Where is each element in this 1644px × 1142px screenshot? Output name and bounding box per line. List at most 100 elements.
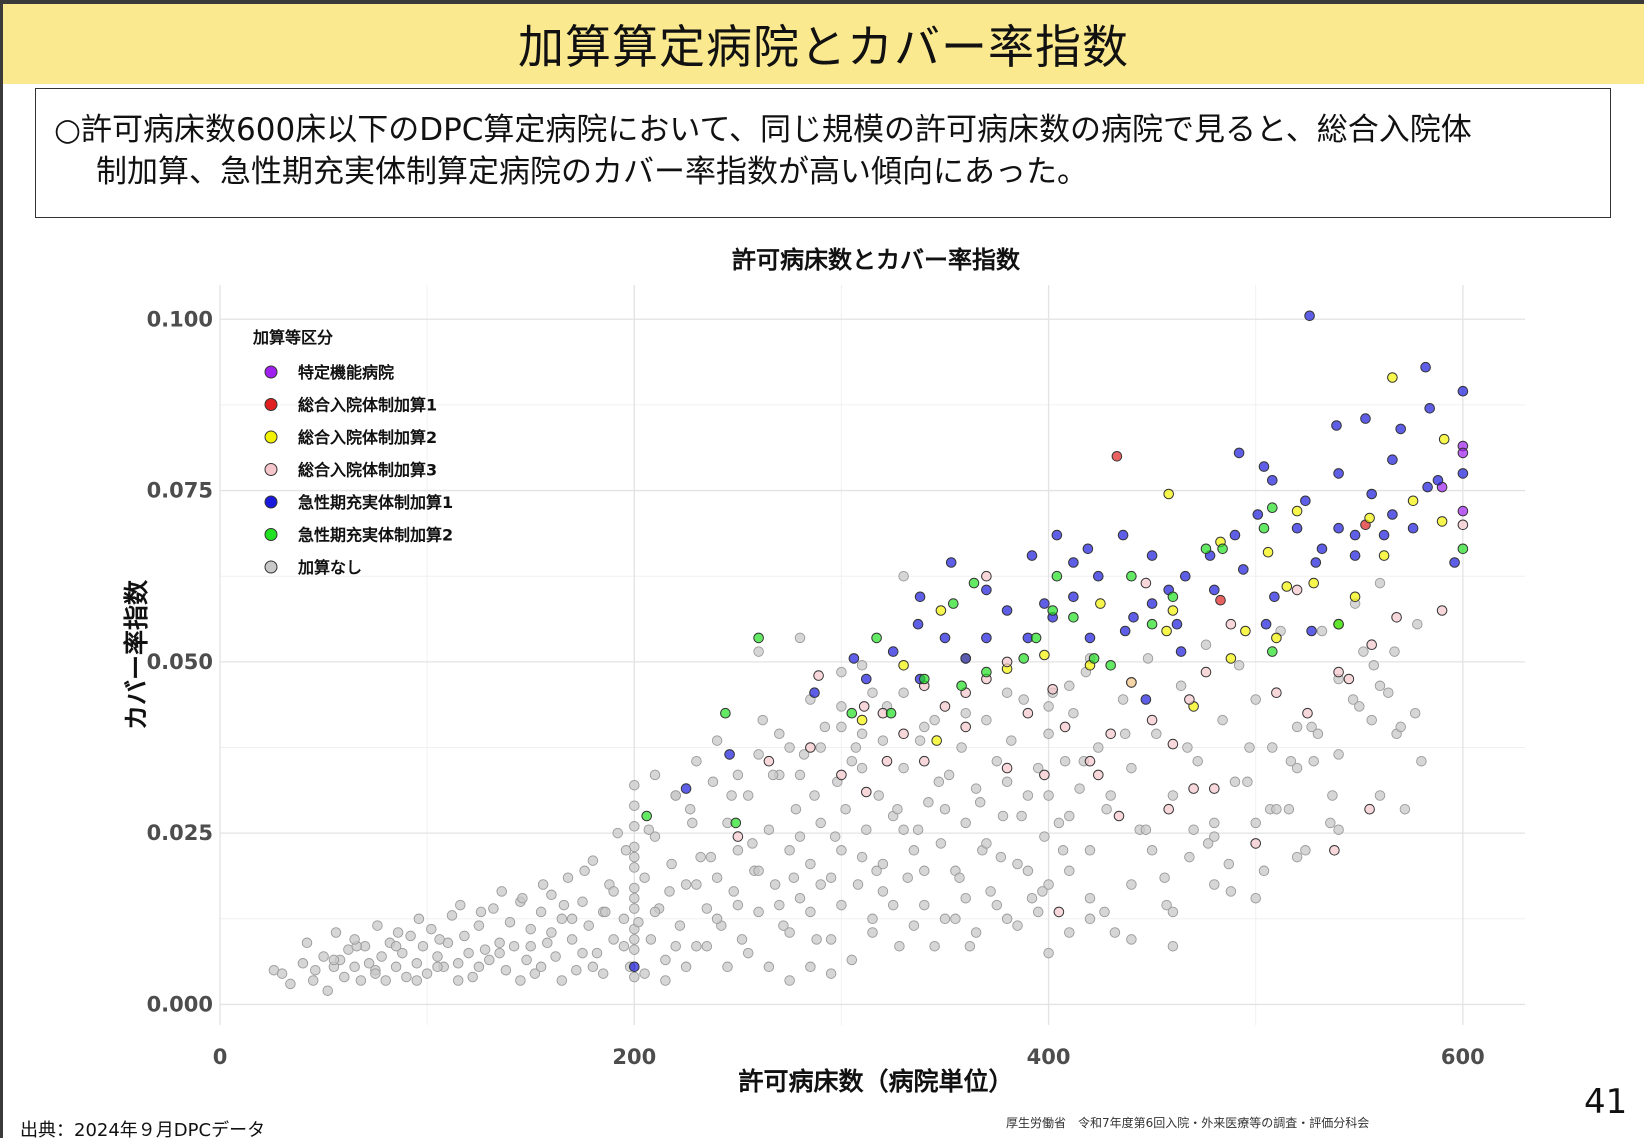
legend-swatch bbox=[264, 430, 278, 444]
data-point bbox=[1111, 451, 1123, 462]
data-point bbox=[1240, 625, 1251, 637]
data-point bbox=[1117, 694, 1129, 705]
x-tick-label: 400 bbox=[1027, 1045, 1071, 1069]
data-point bbox=[587, 855, 599, 866]
data-point bbox=[1457, 385, 1469, 397]
data-point bbox=[846, 707, 858, 719]
data-point bbox=[629, 851, 640, 863]
data-point bbox=[1457, 468, 1469, 479]
data-point bbox=[1151, 728, 1162, 740]
data-point bbox=[1074, 783, 1085, 794]
data-point bbox=[1316, 543, 1328, 555]
data-point bbox=[1271, 803, 1282, 815]
legend-swatch bbox=[264, 365, 278, 379]
data-point bbox=[390, 961, 402, 973]
legend-swatch bbox=[264, 528, 278, 541]
data-point bbox=[660, 954, 671, 966]
data-point bbox=[629, 903, 640, 914]
data-point bbox=[1192, 755, 1203, 767]
data-point bbox=[546, 889, 557, 901]
data-point bbox=[370, 968, 381, 979]
data-point bbox=[1209, 584, 1220, 596]
data-point bbox=[794, 769, 806, 781]
data-point bbox=[912, 824, 924, 835]
data-point bbox=[285, 978, 296, 990]
data-point bbox=[1225, 618, 1237, 630]
data-point bbox=[432, 951, 443, 962]
data-point bbox=[1383, 687, 1394, 698]
data-point bbox=[1146, 618, 1158, 630]
data-point bbox=[1250, 838, 1261, 849]
data-point bbox=[426, 923, 437, 935]
data-point bbox=[1006, 735, 1017, 746]
data-point bbox=[1271, 687, 1282, 699]
data-point bbox=[479, 944, 491, 955]
data-point bbox=[730, 817, 742, 829]
data-point bbox=[1043, 728, 1054, 740]
data-point bbox=[1119, 728, 1131, 740]
x-axis-label: 許可病床数（病院単位） bbox=[738, 1067, 1013, 1096]
data-point bbox=[376, 951, 387, 962]
data-point bbox=[724, 749, 735, 760]
data-point bbox=[956, 742, 967, 753]
data-point bbox=[1209, 817, 1220, 829]
data-point bbox=[968, 577, 980, 589]
data-point bbox=[432, 961, 443, 973]
data-point bbox=[908, 920, 920, 931]
data-point bbox=[1364, 803, 1375, 815]
data-point bbox=[504, 916, 516, 928]
data-point bbox=[836, 769, 847, 781]
legend-label: 特定機能病院 bbox=[298, 363, 394, 382]
data-point bbox=[1366, 714, 1377, 726]
data-point bbox=[1001, 913, 1013, 925]
legend-label: 急性期充実体制加算2 bbox=[298, 526, 453, 545]
data-point bbox=[1291, 721, 1303, 733]
data-point bbox=[939, 913, 951, 925]
data-point bbox=[1126, 762, 1137, 774]
data-point bbox=[1215, 594, 1226, 606]
data-point bbox=[722, 961, 733, 973]
data-point bbox=[1308, 755, 1319, 767]
data-point bbox=[1343, 673, 1355, 685]
data-point bbox=[1409, 707, 1421, 719]
data-point bbox=[1068, 591, 1079, 603]
data-point bbox=[1432, 475, 1444, 486]
data-point bbox=[664, 886, 675, 897]
data-point bbox=[508, 940, 520, 952]
data-point bbox=[1022, 790, 1034, 801]
data-point bbox=[939, 701, 951, 712]
data-point bbox=[1167, 940, 1179, 952]
data-point bbox=[1285, 755, 1297, 767]
data-point bbox=[881, 755, 893, 767]
data-point bbox=[1368, 660, 1380, 671]
data-point bbox=[861, 786, 872, 798]
data-point bbox=[556, 975, 568, 986]
data-point bbox=[726, 790, 737, 801]
data-point bbox=[995, 851, 1007, 863]
data-point bbox=[1200, 666, 1212, 678]
data-point bbox=[484, 954, 495, 966]
data-point bbox=[1126, 570, 1137, 582]
data-point bbox=[1171, 618, 1183, 630]
data-point bbox=[732, 769, 744, 781]
data-point bbox=[877, 886, 889, 897]
data-point bbox=[825, 968, 837, 979]
data-point bbox=[1333, 468, 1344, 479]
y-tick-label: 0.075 bbox=[147, 479, 213, 503]
data-point bbox=[753, 906, 764, 918]
legend-label: 総合入院体制加算1 bbox=[298, 396, 437, 415]
slide-title-bar: 加算算定病院とカバー率指数 bbox=[3, 4, 1644, 84]
data-point bbox=[711, 735, 723, 746]
data-point bbox=[948, 598, 959, 609]
data-point bbox=[912, 618, 924, 630]
data-point bbox=[790, 803, 802, 815]
credit-note: 厚生労働省 令和7年度第6回入院・外来医療等の調査・評価分科会 bbox=[1006, 1116, 1370, 1130]
data-point bbox=[1082, 543, 1094, 555]
legend-swatch bbox=[264, 495, 278, 509]
data-point bbox=[935, 838, 947, 849]
data-point bbox=[1457, 505, 1469, 517]
data-point bbox=[1325, 817, 1336, 829]
data-point bbox=[1438, 433, 1450, 445]
data-point bbox=[701, 940, 713, 952]
